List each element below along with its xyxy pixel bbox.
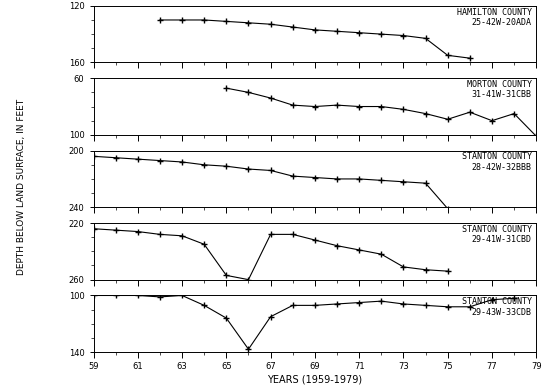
Text: STANTON COUNTY
29-41W-31CBD: STANTON COUNTY 29-41W-31CBD [462,225,532,244]
Text: HAMILTON COUNTY
25-42W-20ADA: HAMILTON COUNTY 25-42W-20ADA [457,7,532,27]
X-axis label: YEARS (1959-1979): YEARS (1959-1979) [267,374,362,384]
Text: MORTON COUNTY
31-41W-31CBB: MORTON COUNTY 31-41W-31CBB [467,80,532,99]
Text: STANTON COUNTY
28-42W-32BBB: STANTON COUNTY 28-42W-32BBB [462,152,532,172]
Text: STANTON COUNTY
29-43W-33CDB: STANTON COUNTY 29-43W-33CDB [462,297,532,317]
Text: DEPTH BELOW LAND SURFACE, IN FEET: DEPTH BELOW LAND SURFACE, IN FEET [18,99,26,275]
